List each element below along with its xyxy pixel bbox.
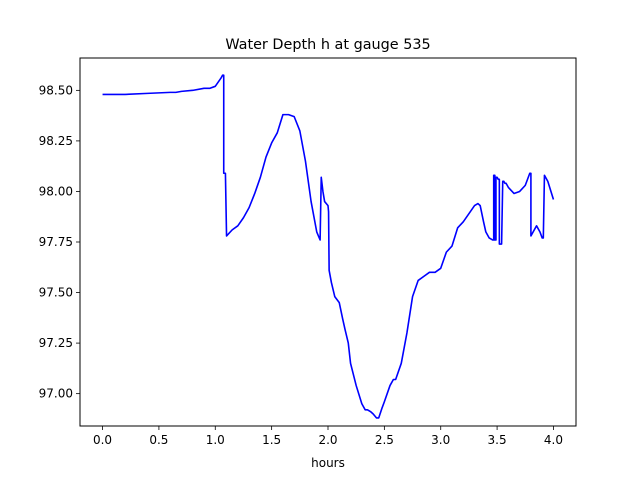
y-tick-label: 97.75 — [39, 235, 73, 249]
plot-area — [80, 58, 576, 426]
x-tick-label: 3.0 — [431, 433, 450, 447]
x-tick-label: 1.0 — [206, 433, 225, 447]
x-tick-label: 1.5 — [262, 433, 281, 447]
y-tick-label: 97.50 — [39, 286, 73, 300]
x-tick-label: 0.0 — [93, 433, 112, 447]
series-line-1 — [102, 74, 555, 419]
x-tick-label: 4.0 — [544, 433, 563, 447]
x-tick-label: 0.5 — [149, 433, 168, 447]
x-axis-label: hours — [311, 456, 345, 470]
y-tick-label: 98.00 — [39, 184, 73, 198]
y-tick-label: 98.50 — [39, 83, 73, 97]
x-tick-label: 2.0 — [318, 433, 337, 447]
plot-frame — [79, 57, 577, 427]
y-tick-label: 97.25 — [39, 336, 73, 350]
chart-title: Water Depth h at gauge 535 — [225, 37, 430, 53]
y-axis-ticks: 97.00 97.25 97.50 97.75 98.00 98.25 98.50 — [39, 83, 80, 401]
x-tick-label: 2.5 — [375, 433, 394, 447]
x-axis-ticks: 0.0 0.5 1.0 1.5 2.0 2.5 3.0 3.5 4.0 — [93, 426, 563, 447]
y-tick-label: 98.25 — [39, 134, 73, 148]
x-tick-label: 3.5 — [488, 433, 507, 447]
series-layer — [102, 74, 555, 419]
y-tick-label: 97.00 — [39, 387, 73, 401]
